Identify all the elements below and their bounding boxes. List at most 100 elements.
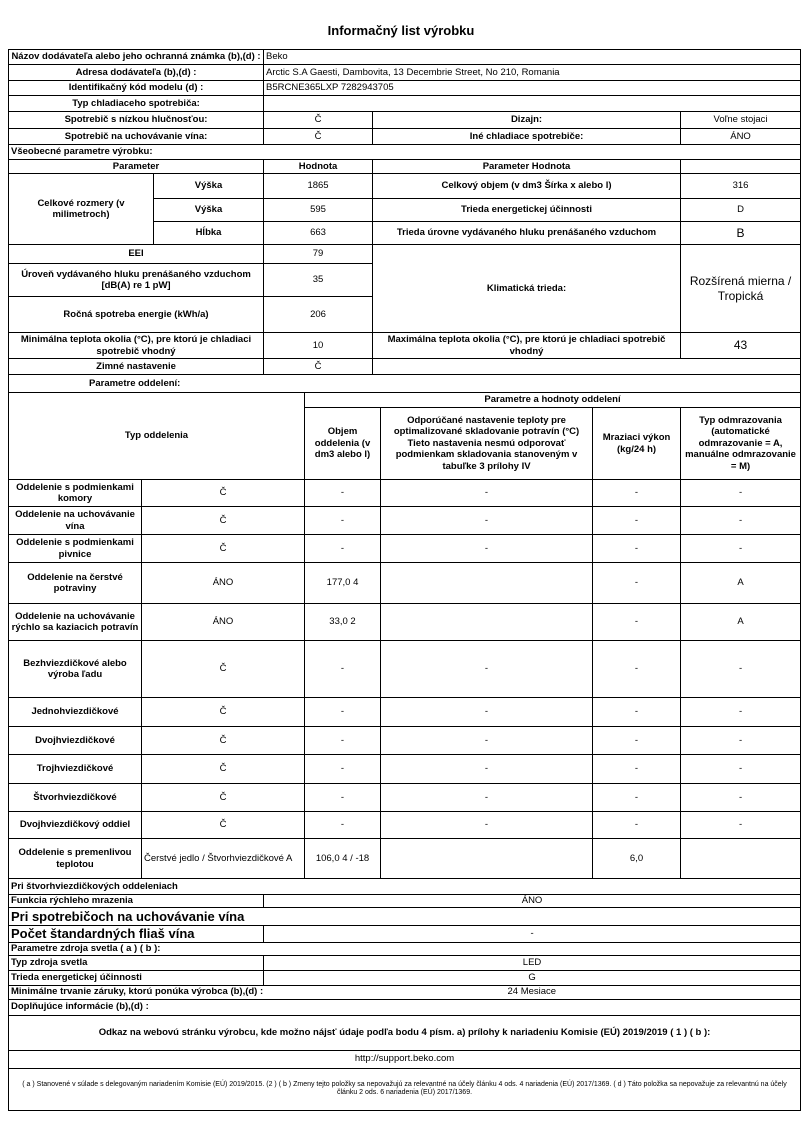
design-label: Dizajn: (372, 111, 682, 129)
website-link-label: Odkaz na webovú stránku výrobcu, kde mož… (7, 1014, 802, 1051)
compartment-temp: - (380, 640, 594, 698)
noise-label: Úroveň vydávaného hluku prenášaného vzdu… (7, 263, 265, 297)
model-label: Identifikačný kód modelu (d) : (7, 80, 265, 96)
compartment-volume: 106,0 4 / -18 (304, 838, 382, 879)
compartment-volume: - (304, 726, 382, 755)
compartment-freeze: - (592, 811, 682, 839)
compartment-params-header: Parametre a hodnoty oddelení (304, 392, 802, 408)
warranty-value: 24 Mesiace (263, 984, 802, 1000)
compartment-freeze: - (592, 479, 682, 507)
compartment-present: Č (140, 640, 306, 698)
energy-class-label: Trieda energetickej účinnosti (372, 198, 682, 222)
annual-energy-label: Ročná spotreba energie (kWh/a) (7, 296, 265, 333)
compartment-defrost (680, 838, 802, 879)
eei-value: 79 (263, 244, 374, 264)
compartment-row: Trojhviezdičkové Č - - - - (8, 754, 802, 784)
compartment-row: Oddelenie s premenlivou teplotou Čerstvé … (8, 838, 802, 879)
width-value: 595 (263, 198, 374, 222)
compartment-name: Štvorhviezdičkové (8, 783, 142, 812)
compartment-temp: - (380, 697, 594, 727)
general-section-title: Všeobecné parametre výrobku: (7, 144, 802, 160)
compartment-defrost: - (680, 754, 802, 784)
volume-header: Objem oddelenia (v dm3 alebo l) (304, 407, 382, 480)
compartment-present: Č (140, 506, 306, 535)
freeze-header: Mraziaci výkon (kg/24 h) (592, 407, 682, 480)
winter-setting-value: Č (263, 358, 374, 375)
supplier-address-label: Adresa dodávateľa (b),(d) : (7, 64, 265, 81)
additional-info-label: Doplňujúce informácie (b),(d) : (7, 998, 802, 1016)
compartment-present: Č (140, 754, 306, 784)
compartment-volume: 177,0 4 (304, 562, 382, 604)
compartment-defrost: - (680, 783, 802, 812)
compartment-row: Jednohviezdičkové Č - - - - (8, 697, 802, 727)
compartment-row: Oddelenie na uchovávanie rýchlo sa kazia… (8, 603, 802, 641)
compartment-name: Oddelenie na uchovávanie vína (8, 506, 142, 535)
compartment-volume: - (304, 783, 382, 812)
height-label: Výška (152, 173, 265, 199)
compartment-freeze: - (592, 783, 682, 812)
compartment-name: Oddelenie s premenlivou teplotou (8, 838, 142, 879)
wine-appliance-label: Spotrebič na uchovávanie vína: (7, 128, 265, 145)
compartment-defrost: - (680, 640, 802, 698)
compartment-defrost: - (680, 506, 802, 535)
compartment-volume: - (304, 506, 382, 535)
header-empty (680, 159, 802, 174)
compartment-row: Dvojhviezdičkové Č - - - - (8, 726, 802, 755)
footnote: ( a ) Stanovené v súlade s delegovaným n… (7, 1067, 802, 1111)
design-value: Voľne stojaci (680, 111, 802, 129)
compartment-row: Oddelenie na uchovávanie vína Č - - - - (8, 506, 802, 535)
compartment-temp (380, 838, 594, 879)
compartment-defrost: - (680, 811, 802, 839)
support-url[interactable]: http://support.beko.com (7, 1049, 802, 1069)
light-type-value: LED (263, 954, 802, 971)
compartment-freeze: 6,0 (592, 838, 682, 879)
depth-label: Hĺbka (152, 221, 265, 245)
empty-cell (372, 358, 802, 375)
compartment-defrost: - (680, 697, 802, 727)
compartment-temp: - (380, 534, 594, 563)
header-parameter: Parameter (7, 159, 265, 174)
max-temp-value: 43 (680, 332, 802, 359)
compartment-volume: 33,0 2 (304, 603, 382, 641)
temp-header: Odporúčané nastavenie teploty pre optima… (380, 407, 594, 480)
supplier-name: Beko (263, 49, 802, 65)
compartment-volume: - (304, 640, 382, 698)
compartment-freeze: - (592, 697, 682, 727)
header-parameter-value: Parameter Hodnota (372, 159, 682, 174)
compartment-row: Štvorhviezdičkové Č - - - - (8, 783, 802, 812)
compartment-present: Č (140, 811, 306, 839)
energy-class-value: D (680, 198, 802, 222)
compartment-name: Dvojhviezdičkové (8, 726, 142, 755)
compartment-present: Č (140, 534, 306, 563)
eei-label: EEI (7, 244, 265, 264)
compartment-defrost: - (680, 479, 802, 507)
warranty-label: Minimálne trvanie záruky, ktorú ponúka v… (7, 984, 264, 1000)
compartment-name: Oddelenie s podmienkami komory (8, 479, 142, 507)
wine-bottles-label: Počet štandardných fliaš vína (7, 925, 265, 943)
climate-class-label: Klimatická trieda: (372, 244, 682, 333)
compartment-present: Č (140, 697, 306, 727)
wine-appliance-value: Č (263, 128, 374, 145)
min-temp-value: 10 (263, 332, 374, 359)
compartment-present: Č (140, 479, 306, 507)
compartment-name: Jednohviezdičkové (8, 697, 142, 727)
appliance-type (263, 95, 802, 112)
compartment-row: Oddelenie s podmienkami komory Č - - - - (8, 479, 802, 507)
compartment-defrost: - (680, 534, 802, 563)
max-temp-label: Maximálna teplota okolia (°C), pre ktorú… (372, 332, 682, 359)
supplier-address: Arctic S.A Gaesti, Dambovita, 13 Decembr… (263, 64, 802, 81)
compartment-present: Č (140, 783, 306, 812)
compartment-name: Bezhviezdičkové alebo výroba ľadu (8, 640, 142, 698)
wine-bottles-value: - (263, 925, 802, 943)
compartment-defrost: - (680, 726, 802, 755)
appliance-type-label: Typ chladiaceho spotrebiča: (7, 95, 265, 112)
min-temp-label: Minimálna teplota okolia (°C), pre ktorú… (7, 332, 265, 359)
product-info-table: Názov dodávateľa alebo jeho ochranná zná… (7, 49, 802, 1111)
compartments-section-title: Parametre oddelení: (7, 374, 802, 393)
compartment-volume: - (304, 754, 382, 784)
model-code: B5RCNE365LXP 7282943705 (263, 80, 802, 96)
wine-section-title: Pri spotrebičoch na uchovávanie vína (7, 907, 802, 926)
compartment-volume: - (304, 479, 382, 507)
low-noise-value: Č (263, 111, 374, 129)
compartment-present: Č (140, 726, 306, 755)
